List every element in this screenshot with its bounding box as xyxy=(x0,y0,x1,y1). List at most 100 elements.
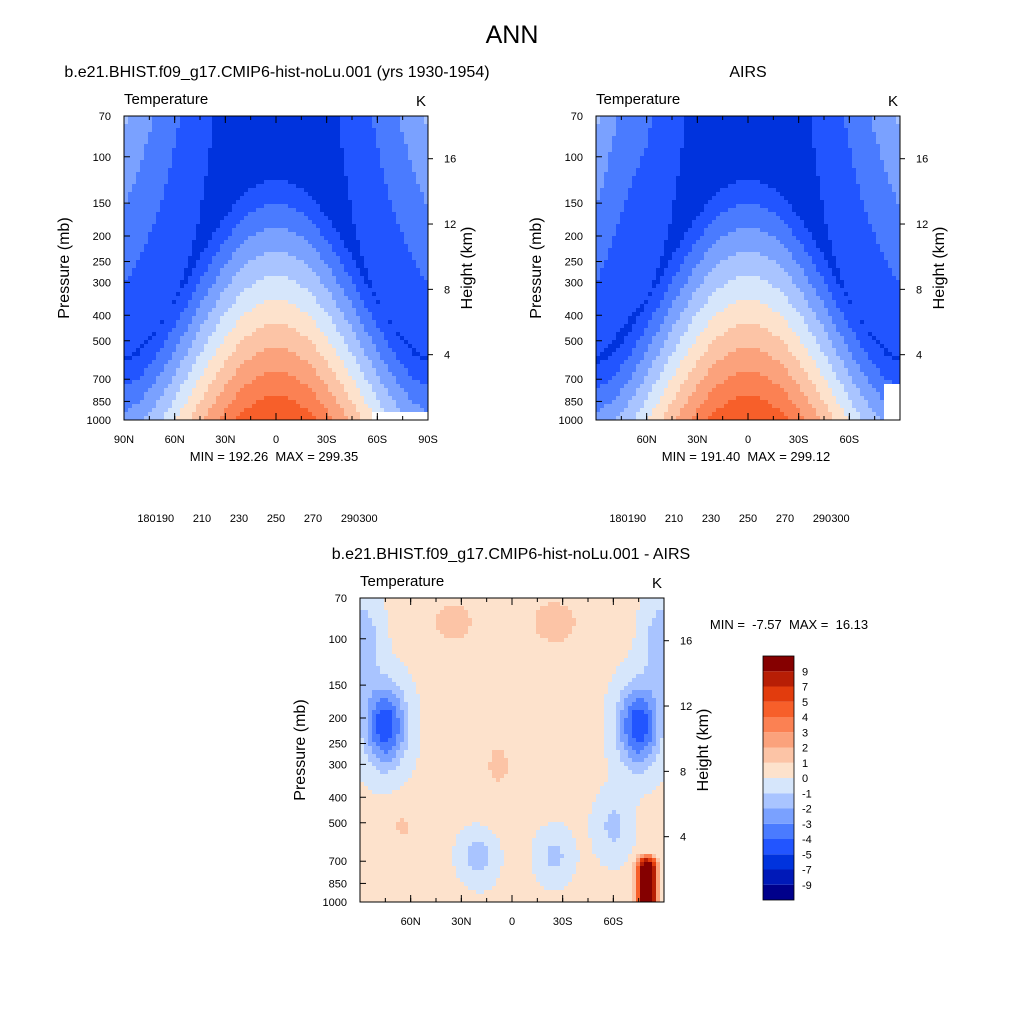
contour-cell xyxy=(272,396,277,401)
contour-cell xyxy=(204,376,209,381)
contour-cell xyxy=(320,124,325,129)
contour-cell xyxy=(328,244,333,249)
contour-cell xyxy=(364,184,369,189)
contour-cell xyxy=(372,296,377,301)
contour-cell xyxy=(296,300,301,305)
contour-cell xyxy=(188,144,193,149)
contour-cell xyxy=(224,228,229,233)
contour-cell xyxy=(216,368,221,373)
contour-cell xyxy=(380,184,385,189)
contour-cell xyxy=(320,256,325,261)
contour-cell xyxy=(336,384,341,389)
contour-cell xyxy=(352,228,357,233)
contour-cell xyxy=(272,340,277,345)
contour-cell xyxy=(352,372,357,377)
contour-cell xyxy=(364,292,369,297)
contour-cell xyxy=(284,248,289,253)
contour-cell xyxy=(304,144,309,149)
contour-cell xyxy=(164,208,169,213)
contour-cell xyxy=(224,196,229,201)
contour-cell xyxy=(160,156,165,161)
contour-cell xyxy=(156,140,161,145)
contour-cell xyxy=(192,148,197,153)
contour-cell xyxy=(344,308,349,313)
contour-cell xyxy=(308,220,313,225)
contour-cell xyxy=(252,384,257,389)
contour-cell xyxy=(352,316,357,321)
contour-cell xyxy=(276,124,281,129)
contour-cell xyxy=(176,140,181,145)
contour-cell xyxy=(212,192,217,197)
contour-cell xyxy=(324,220,329,225)
contour-cell xyxy=(360,400,365,405)
contour-cell xyxy=(232,380,237,385)
contour-cell xyxy=(176,400,181,405)
contour-cell xyxy=(276,356,281,361)
contour-cell xyxy=(304,132,309,137)
contour-cell xyxy=(168,160,173,165)
contour-cell xyxy=(236,220,241,225)
contour-cell xyxy=(340,140,345,145)
contour-cell xyxy=(276,192,281,197)
contour-cell xyxy=(344,228,349,233)
contour-cell xyxy=(360,296,365,301)
contour-cell xyxy=(288,380,293,385)
contour-cell xyxy=(300,216,305,221)
contour-cell xyxy=(252,160,257,165)
contour-cell xyxy=(360,204,365,209)
contour-cell xyxy=(244,364,249,369)
contour-cell xyxy=(304,360,309,365)
contour-cell xyxy=(364,132,369,137)
contour-cell xyxy=(308,360,313,365)
contour-cell xyxy=(296,168,301,173)
contour-cell xyxy=(180,204,185,209)
contour-cell xyxy=(372,200,377,205)
contour-cell xyxy=(156,228,161,233)
contour-cell xyxy=(344,268,349,273)
contour-cell xyxy=(220,176,225,181)
contour-cell xyxy=(320,308,325,313)
contour-cell xyxy=(368,308,373,313)
contour-cell xyxy=(288,224,293,229)
contour-cell xyxy=(368,336,373,341)
contour-cell xyxy=(276,228,281,233)
contour-cell xyxy=(292,392,297,397)
contour-cell xyxy=(200,336,205,341)
contour-cell xyxy=(272,212,277,217)
contour-cell xyxy=(204,136,209,141)
contour-cell xyxy=(200,172,205,177)
contour-cell xyxy=(196,204,201,209)
contour-cell xyxy=(372,316,377,321)
contour-cell xyxy=(216,280,221,285)
contour-cell xyxy=(328,376,333,381)
contour-cell xyxy=(356,392,361,397)
contour-cell xyxy=(200,316,205,321)
contour-cell xyxy=(344,124,349,129)
contour-cell xyxy=(200,368,205,373)
contour-cell xyxy=(340,312,345,317)
contour-cell xyxy=(208,396,213,401)
contour-cell xyxy=(192,216,197,221)
contour-cell xyxy=(180,188,185,193)
contour-cell xyxy=(156,272,161,277)
contour-cell xyxy=(184,356,189,361)
contour-cell xyxy=(136,196,141,201)
contour-cell xyxy=(152,344,157,349)
contour-cell xyxy=(300,224,305,229)
contour-cell xyxy=(180,352,185,357)
contour-cell xyxy=(172,240,177,245)
contour-cell xyxy=(148,328,153,333)
contour-cell xyxy=(380,356,385,361)
contour-cell xyxy=(184,148,189,153)
contour-cell xyxy=(352,260,357,265)
contour-cell xyxy=(212,400,217,405)
contour-cell xyxy=(248,240,253,245)
contour-cell xyxy=(224,248,229,253)
contour-cell xyxy=(316,360,321,365)
contour-cell xyxy=(348,364,353,369)
contour-cell xyxy=(340,336,345,341)
contour-cell xyxy=(180,368,185,373)
contour-cell xyxy=(136,288,141,293)
contour-cell xyxy=(220,280,225,285)
contour-cell xyxy=(132,136,137,141)
